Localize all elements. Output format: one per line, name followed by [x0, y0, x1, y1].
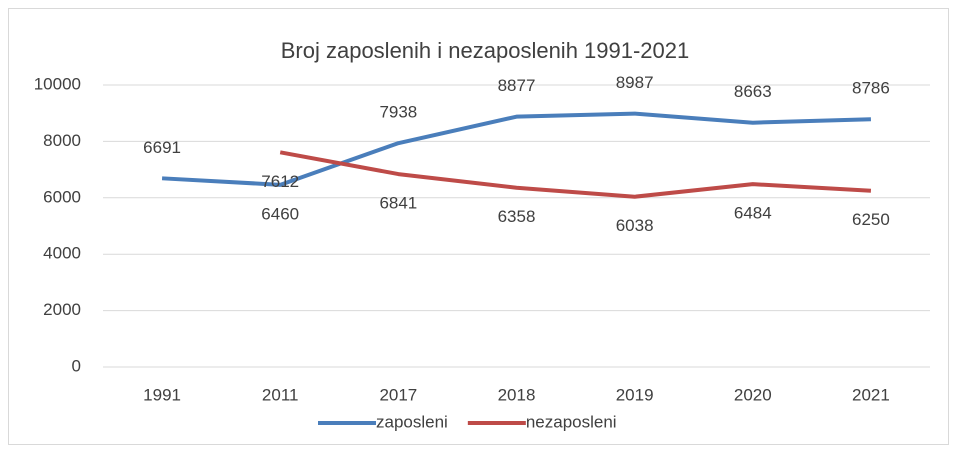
data-label: 6841 [379, 194, 417, 213]
data-label: 8987 [616, 73, 654, 92]
y-tick-label: 0 [72, 356, 81, 375]
data-label: 8786 [852, 79, 890, 98]
y-tick-label: 8000 [43, 131, 81, 150]
data-label: 6250 [852, 210, 890, 229]
x-tick-label: 2011 [262, 385, 299, 404]
data-label: 7938 [379, 103, 417, 122]
data-label: 8663 [734, 82, 772, 101]
data-label: 6460 [261, 204, 299, 223]
chart-border [8, 8, 949, 445]
y-tick-label: 10000 [34, 74, 81, 93]
line-zaposleni [161, 111, 871, 187]
x-tick-label: 1991 [143, 385, 181, 404]
data-label: 8877 [498, 76, 536, 95]
x-tick-label: 2021 [852, 385, 890, 404]
data-label: 6691 [143, 138, 181, 157]
x-tick-label: 2019 [616, 385, 654, 404]
y-tick-label: 4000 [43, 244, 81, 263]
data-label: 6038 [616, 216, 654, 235]
data-label: 7612 [261, 172, 299, 191]
y-tick-label: 6000 [43, 187, 81, 206]
line-nezaposleni [279, 150, 872, 199]
data-label: 6484 [734, 204, 772, 223]
legend-label: nezaposleni [526, 412, 617, 431]
x-tick-label: 2017 [379, 385, 417, 404]
y-tick-label: 2000 [43, 300, 81, 319]
x-tick-label: 2018 [498, 385, 536, 404]
legend-label: zaposleni [376, 412, 448, 431]
chart-title: Broj zaposlenih i nezaposlenih 1991-2021 [281, 38, 690, 63]
x-tick-label: 2020 [734, 385, 772, 404]
data-label: 6358 [498, 207, 536, 226]
